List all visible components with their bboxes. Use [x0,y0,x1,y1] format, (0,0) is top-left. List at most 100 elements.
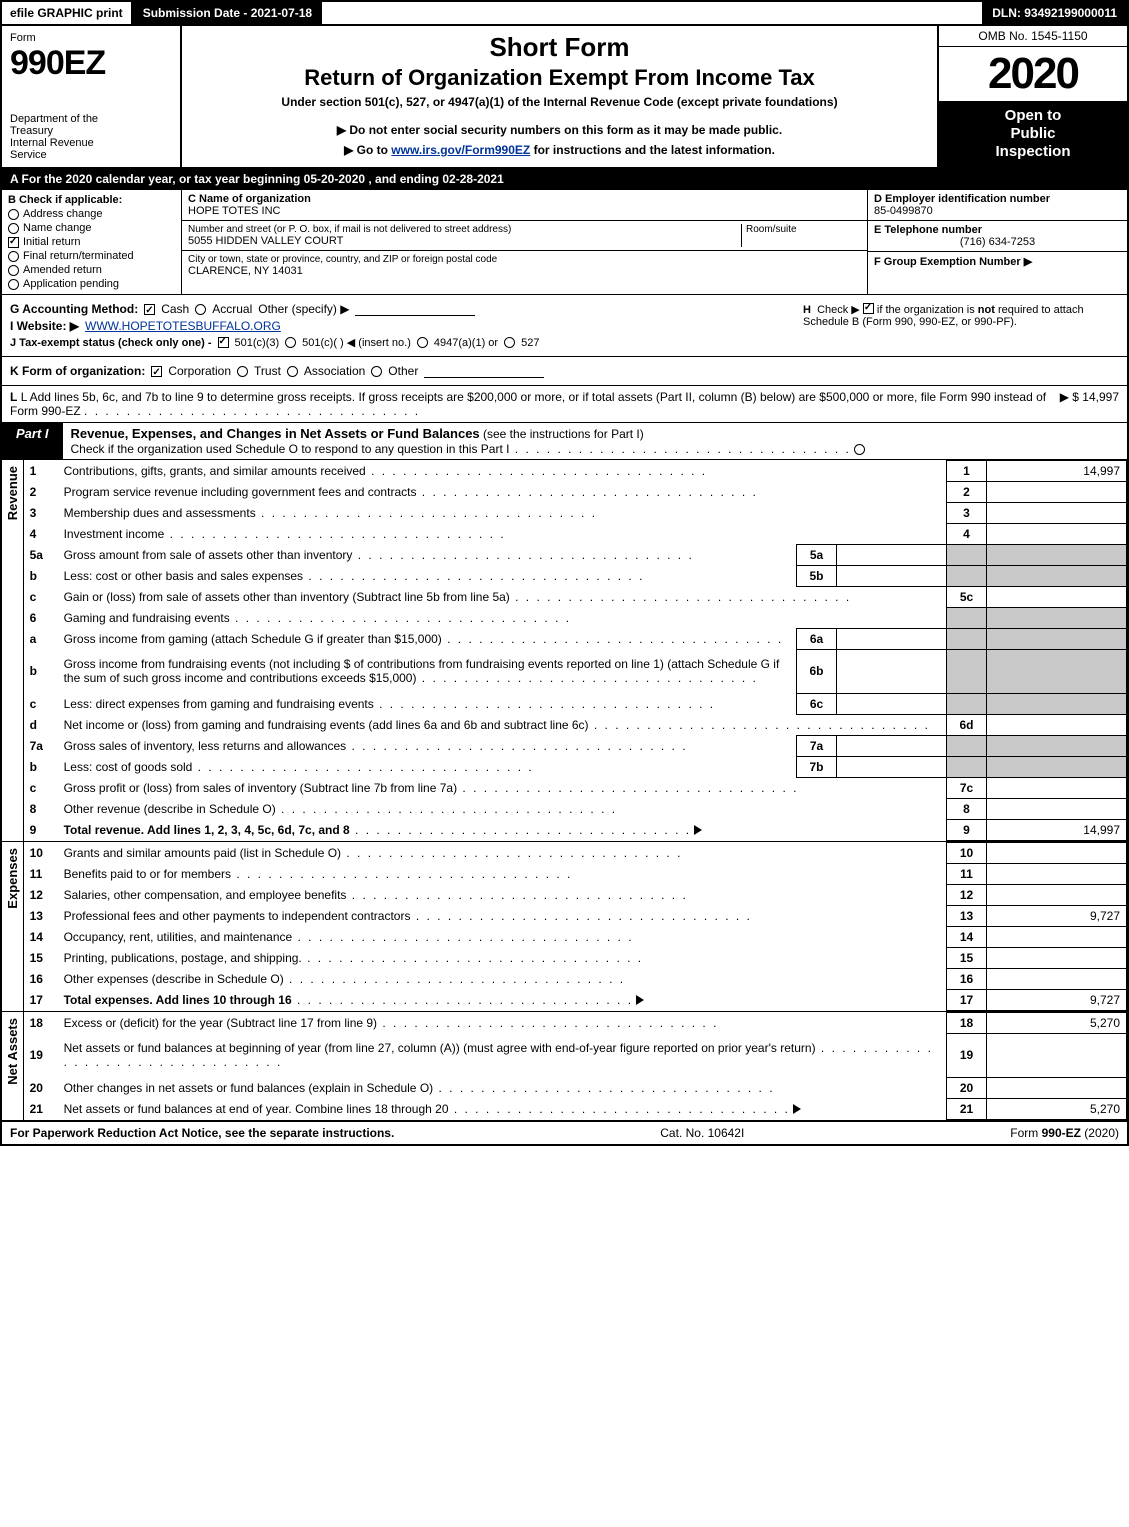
line-right-num: 2 [947,482,987,503]
line-i: I Website: ▶ WWW.HOPETOTESBUFFALO.ORG [10,319,799,333]
line-right-num [947,649,987,693]
line-desc: Investment income [58,524,947,545]
line-right-num [947,545,987,566]
line-l-value: ▶ $ 14,997 [1052,390,1119,418]
line-number: c [24,693,58,714]
line-right-val [987,968,1127,989]
table-row: 9Total revenue. Add lines 1, 2, 3, 4, 5c… [24,819,1127,840]
line-right-val: 14,997 [987,461,1127,482]
chk-final-return[interactable]: Final return/terminated [8,250,175,262]
table-row: 20Other changes in net assets or fund ba… [24,1077,1127,1098]
sub-line-value [837,566,947,587]
line-desc: Gross profit or (loss) from sales of inv… [58,777,947,798]
sub-line-number: 5a [797,545,837,566]
table-row: dNet income or (loss) from gaming and fu… [24,714,1127,735]
line-desc: Total revenue. Add lines 1, 2, 3, 4, 5c,… [58,819,947,840]
line-number: 6 [24,608,58,629]
chk-527[interactable] [504,337,515,348]
line-number: 14 [24,926,58,947]
website-link[interactable]: WWW.HOPETOTESBUFFALO.ORG [85,319,281,333]
chk-initial-return[interactable]: Initial return [8,236,175,248]
line-right-num: 12 [947,884,987,905]
irs-link[interactable]: www.irs.gov/Form990EZ [391,143,530,157]
chk-application-pending[interactable]: Application pending [8,278,175,290]
line-desc: Other revenue (describe in Schedule O) [58,798,947,819]
line-desc: Less: direct expenses from gaming and fu… [58,693,797,714]
chk-4947[interactable] [417,337,428,348]
sub-line-number: 6a [797,628,837,649]
expenses-section: Expenses 10Grants and similar amounts pa… [2,841,1127,1011]
line-number: 12 [24,884,58,905]
chk-name-change[interactable]: Name change [8,222,175,234]
line-right-num: 8 [947,798,987,819]
chk-schedule-b[interactable] [863,303,874,314]
form-number: 990EZ [10,44,172,83]
line-right-val: 14,997 [987,819,1127,840]
calendar-year-line: A For the 2020 calendar year, or tax yea… [2,169,1127,190]
line-right-num: 13 [947,905,987,926]
line-right-val [987,798,1127,819]
efile-print-button[interactable]: efile GRAPHIC print [2,2,133,24]
line-right-val [987,735,1127,756]
line-right-num: 5c [947,587,987,608]
line-desc: Professional fees and other payments to … [58,905,947,926]
chk-501c3[interactable] [218,337,229,348]
line-number: c [24,587,58,608]
line-desc: Net assets or fund balances at end of ye… [58,1098,947,1119]
line-number: 10 [24,842,58,863]
form-header: Form 990EZ Department of theTreasuryInte… [2,26,1127,169]
chk-schedule-o[interactable] [854,444,865,455]
chk-address-change[interactable]: Address change [8,208,175,220]
line-desc: Contributions, gifts, grants, and simila… [58,461,947,482]
short-form-title: Short Form [192,32,927,63]
table-row: 3Membership dues and assessments3 [24,503,1127,524]
line-number: 2 [24,482,58,503]
line-right-num [947,628,987,649]
line-right-num: 6d [947,714,987,735]
line-desc: Gross income from fundraising events (no… [58,649,797,693]
sub-line-number: 6b [797,649,837,693]
dln-label: DLN: 93492199000011 [982,2,1127,24]
line-number: 9 [24,819,58,840]
chk-cash[interactable] [144,304,155,315]
ssn-warning: ▶ Do not enter social security numbers o… [192,123,927,137]
line-number: 7a [24,735,58,756]
department-label: Department of theTreasuryInternal Revenu… [10,113,172,161]
line-right-val [987,608,1127,629]
line-right-val [987,587,1127,608]
line-right-num [947,735,987,756]
table-row: 15Printing, publications, postage, and s… [24,947,1127,968]
line-right-val [987,842,1127,863]
table-row: 13Professional fees and other payments t… [24,905,1127,926]
line-right-num [947,756,987,777]
meta-section: G Accounting Method: Cash Accrual Other … [2,295,1127,357]
revenue-table: 1Contributions, gifts, grants, and simil… [24,460,1127,841]
line-desc: Salaries, other compensation, and employ… [58,884,947,905]
line-right-val: 5,270 [987,1012,1127,1033]
line-right-val [987,756,1127,777]
chk-other-org[interactable] [371,366,382,377]
line-number: 11 [24,863,58,884]
chk-corporation[interactable] [151,366,162,377]
org-name: HOPE TOTES INC [188,205,861,217]
table-row: 19Net assets or fund balances at beginni… [24,1033,1127,1077]
header-middle: Short Form Return of Organization Exempt… [182,26,937,167]
form-subtitle: Under section 501(c), 527, or 4947(a)(1)… [192,95,927,109]
line-number: b [24,756,58,777]
chk-trust[interactable] [237,366,248,377]
line-k: K Form of organization: Corporation Trus… [2,357,1127,386]
d-ein-label: D Employer identification number [874,193,1121,205]
chk-accrual[interactable] [195,304,206,315]
table-row: bGross income from fundraising events (n… [24,649,1127,693]
section-b-title: B Check if applicable: [8,194,175,206]
chk-501c[interactable] [285,337,296,348]
chk-association[interactable] [287,366,298,377]
tax-year: 2020 [939,47,1127,101]
table-row: 2Program service revenue including gover… [24,482,1127,503]
table-row: bLess: cost or other basis and sales exp… [24,566,1127,587]
top-bar: efile GRAPHIC print Submission Date - 20… [2,2,1127,26]
sub-line-number: 5b [797,566,837,587]
table-row: 21Net assets or fund balances at end of … [24,1098,1127,1119]
line-desc: Gross sales of inventory, less returns a… [58,735,797,756]
chk-amended-return[interactable]: Amended return [8,264,175,276]
